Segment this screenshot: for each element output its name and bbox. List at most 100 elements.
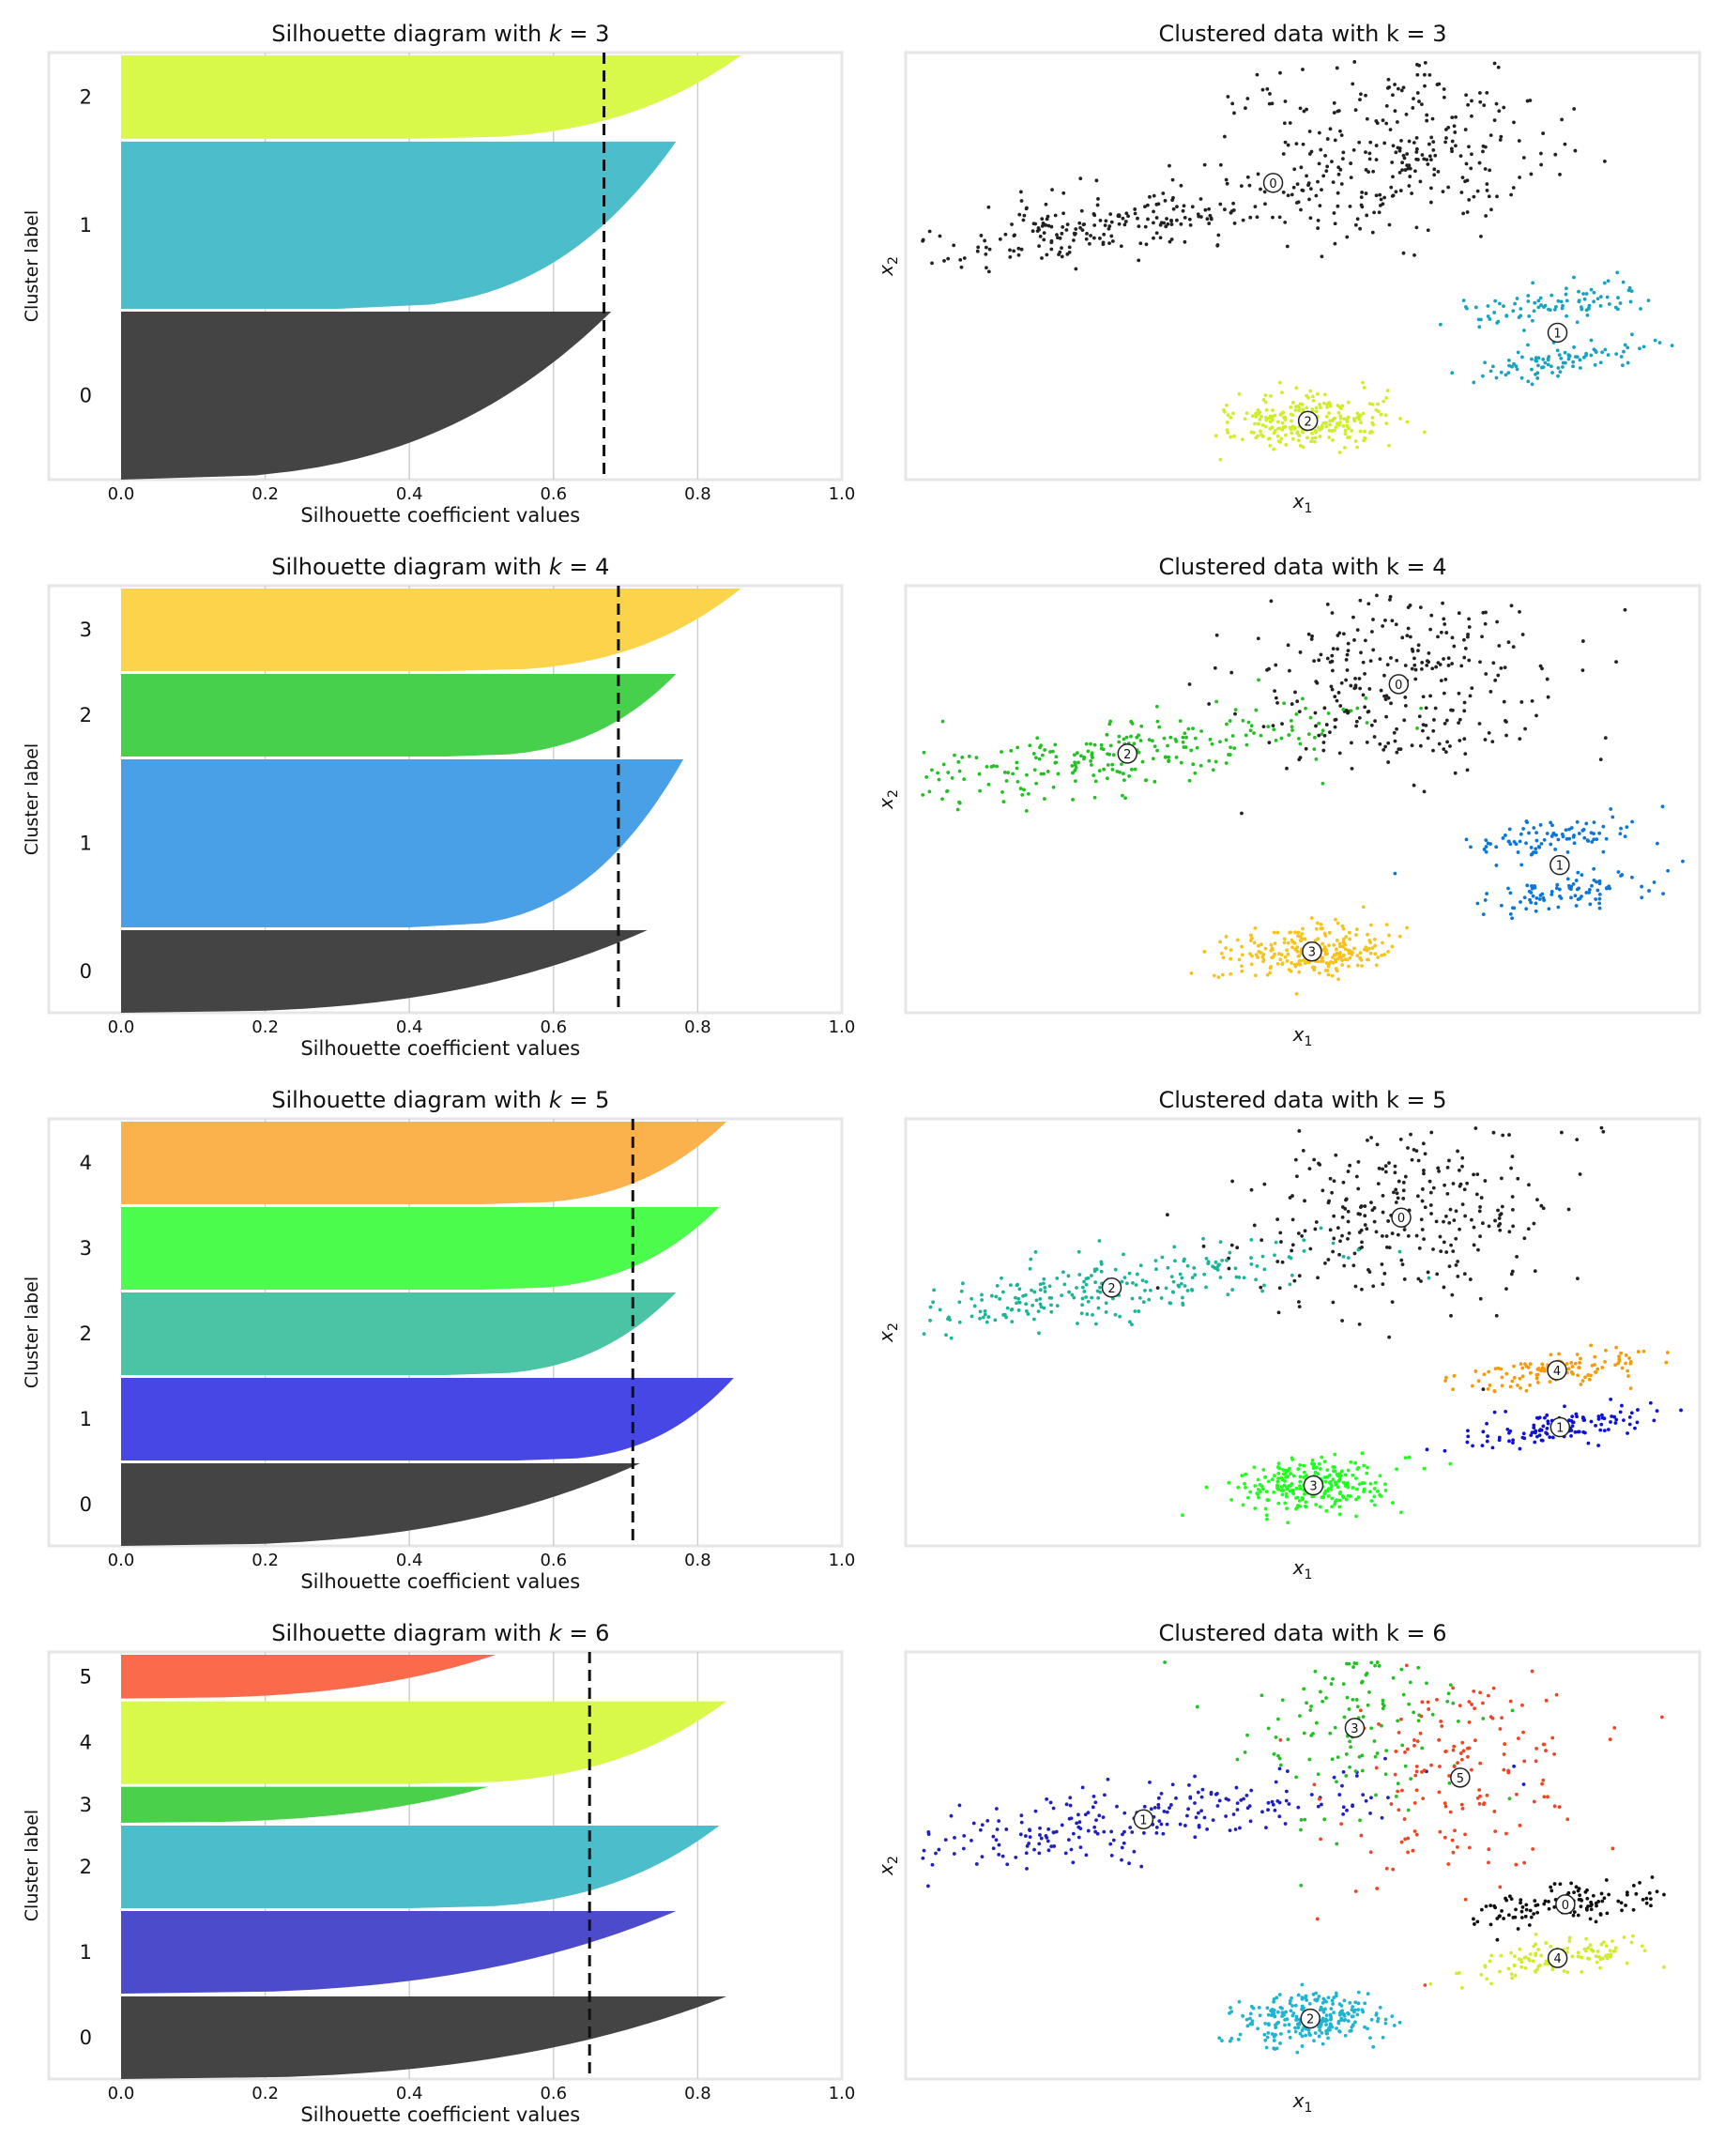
data-point bbox=[1289, 2009, 1293, 2013]
data-point bbox=[1333, 1469, 1337, 1474]
data-point bbox=[1544, 1941, 1549, 1945]
data-point bbox=[1285, 1506, 1289, 1511]
data-point bbox=[1135, 1272, 1139, 1277]
data-point bbox=[1576, 1913, 1580, 1918]
data-point bbox=[1576, 1373, 1580, 1378]
data-point bbox=[1331, 1676, 1336, 1681]
data-point bbox=[1415, 1194, 1420, 1199]
data-point bbox=[1500, 1375, 1504, 1380]
data-point bbox=[1369, 723, 1374, 727]
data-point bbox=[1479, 1972, 1484, 1977]
data-point bbox=[1353, 1769, 1358, 1773]
data-point bbox=[1418, 743, 1423, 748]
data-point bbox=[1550, 1736, 1555, 1740]
data-point bbox=[1157, 1819, 1162, 1824]
data-point bbox=[1295, 1505, 1300, 1509]
data-point bbox=[1590, 1903, 1594, 1906]
data-point bbox=[1495, 1937, 1500, 1942]
data-point bbox=[1294, 1775, 1298, 1780]
data-point bbox=[1310, 965, 1315, 970]
data-point bbox=[1520, 1366, 1525, 1370]
data-point bbox=[1319, 923, 1323, 926]
data-point bbox=[1209, 1790, 1214, 1795]
data-point bbox=[1185, 1263, 1190, 1268]
data-point bbox=[1360, 964, 1364, 968]
data-point bbox=[1247, 1804, 1252, 1809]
silhouette-cluster-1 bbox=[121, 1911, 677, 1994]
data-point bbox=[1565, 298, 1569, 303]
data-point bbox=[1485, 1793, 1489, 1797]
data-point bbox=[1351, 2014, 1355, 2019]
data-point bbox=[1294, 1496, 1298, 1500]
centroid-label: 1 bbox=[1556, 1422, 1564, 1436]
data-point bbox=[1154, 1826, 1159, 1829]
data-point bbox=[1199, 729, 1203, 733]
data-point bbox=[1076, 1249, 1081, 1254]
data-point bbox=[1459, 1985, 1464, 1990]
data-point bbox=[1227, 1266, 1231, 1271]
data-point bbox=[1234, 1785, 1239, 1790]
data-point bbox=[1017, 212, 1022, 217]
data-point bbox=[1346, 1170, 1351, 1173]
data-point bbox=[1623, 607, 1627, 612]
data-point bbox=[1602, 159, 1607, 163]
data-point bbox=[1324, 424, 1329, 429]
data-point bbox=[1288, 1489, 1292, 1493]
data-point bbox=[1005, 1862, 1010, 1867]
data-point bbox=[1297, 1274, 1302, 1278]
data-point bbox=[1460, 176, 1465, 180]
data-point bbox=[1576, 1277, 1580, 1281]
data-point bbox=[1412, 1738, 1416, 1742]
data-point bbox=[1207, 758, 1212, 763]
data-point bbox=[1049, 224, 1054, 229]
data-point bbox=[945, 788, 950, 793]
data-point bbox=[1273, 2014, 1276, 2018]
data-point bbox=[1218, 1240, 1223, 1245]
data-point bbox=[1359, 1833, 1364, 1838]
data-point bbox=[1156, 1796, 1161, 1800]
data-point bbox=[1626, 288, 1631, 293]
centroid-2: 2 bbox=[1300, 2008, 1320, 2029]
data-point bbox=[1144, 778, 1149, 783]
data-point bbox=[1406, 1233, 1411, 1238]
data-point bbox=[1374, 1230, 1379, 1234]
data-point bbox=[1623, 343, 1627, 347]
data-point bbox=[1282, 121, 1287, 126]
data-point bbox=[1430, 1712, 1435, 1717]
data-point bbox=[1294, 386, 1299, 390]
data-point bbox=[1314, 405, 1319, 410]
y-label-sub: 2 bbox=[886, 1323, 901, 1331]
data-point bbox=[1528, 1952, 1533, 1956]
cluster-label-1: 1 bbox=[80, 1941, 92, 1964]
data-point bbox=[1296, 1993, 1301, 1997]
data-point bbox=[1014, 1856, 1018, 1859]
data-point bbox=[1335, 66, 1339, 70]
data-point bbox=[1427, 154, 1432, 159]
data-point bbox=[1498, 138, 1503, 142]
data-point bbox=[1319, 1837, 1322, 1842]
data-point bbox=[1242, 1797, 1245, 1801]
data-point bbox=[1183, 745, 1188, 750]
data-point bbox=[1145, 203, 1150, 207]
data-point bbox=[1263, 393, 1268, 398]
data-point bbox=[1287, 1466, 1291, 1471]
data-point bbox=[1273, 413, 1277, 418]
data-point bbox=[1280, 722, 1284, 726]
data-point bbox=[1022, 787, 1026, 792]
data-point bbox=[1395, 658, 1399, 663]
data-point bbox=[1344, 1497, 1349, 1502]
data-point bbox=[1512, 1364, 1516, 1369]
data-point bbox=[1403, 1750, 1407, 1754]
data-point bbox=[1049, 1296, 1054, 1300]
data-point bbox=[1274, 1736, 1278, 1739]
data-point bbox=[1335, 969, 1339, 973]
data-point bbox=[1214, 759, 1218, 764]
data-point bbox=[1238, 1826, 1242, 1830]
data-point bbox=[1592, 866, 1596, 871]
data-point bbox=[1137, 750, 1141, 755]
data-point bbox=[1357, 140, 1362, 145]
data-point bbox=[1393, 1170, 1397, 1175]
data-point bbox=[1326, 1995, 1331, 2000]
x-tick-label: 0.2 bbox=[252, 484, 279, 504]
data-point bbox=[1398, 189, 1403, 192]
